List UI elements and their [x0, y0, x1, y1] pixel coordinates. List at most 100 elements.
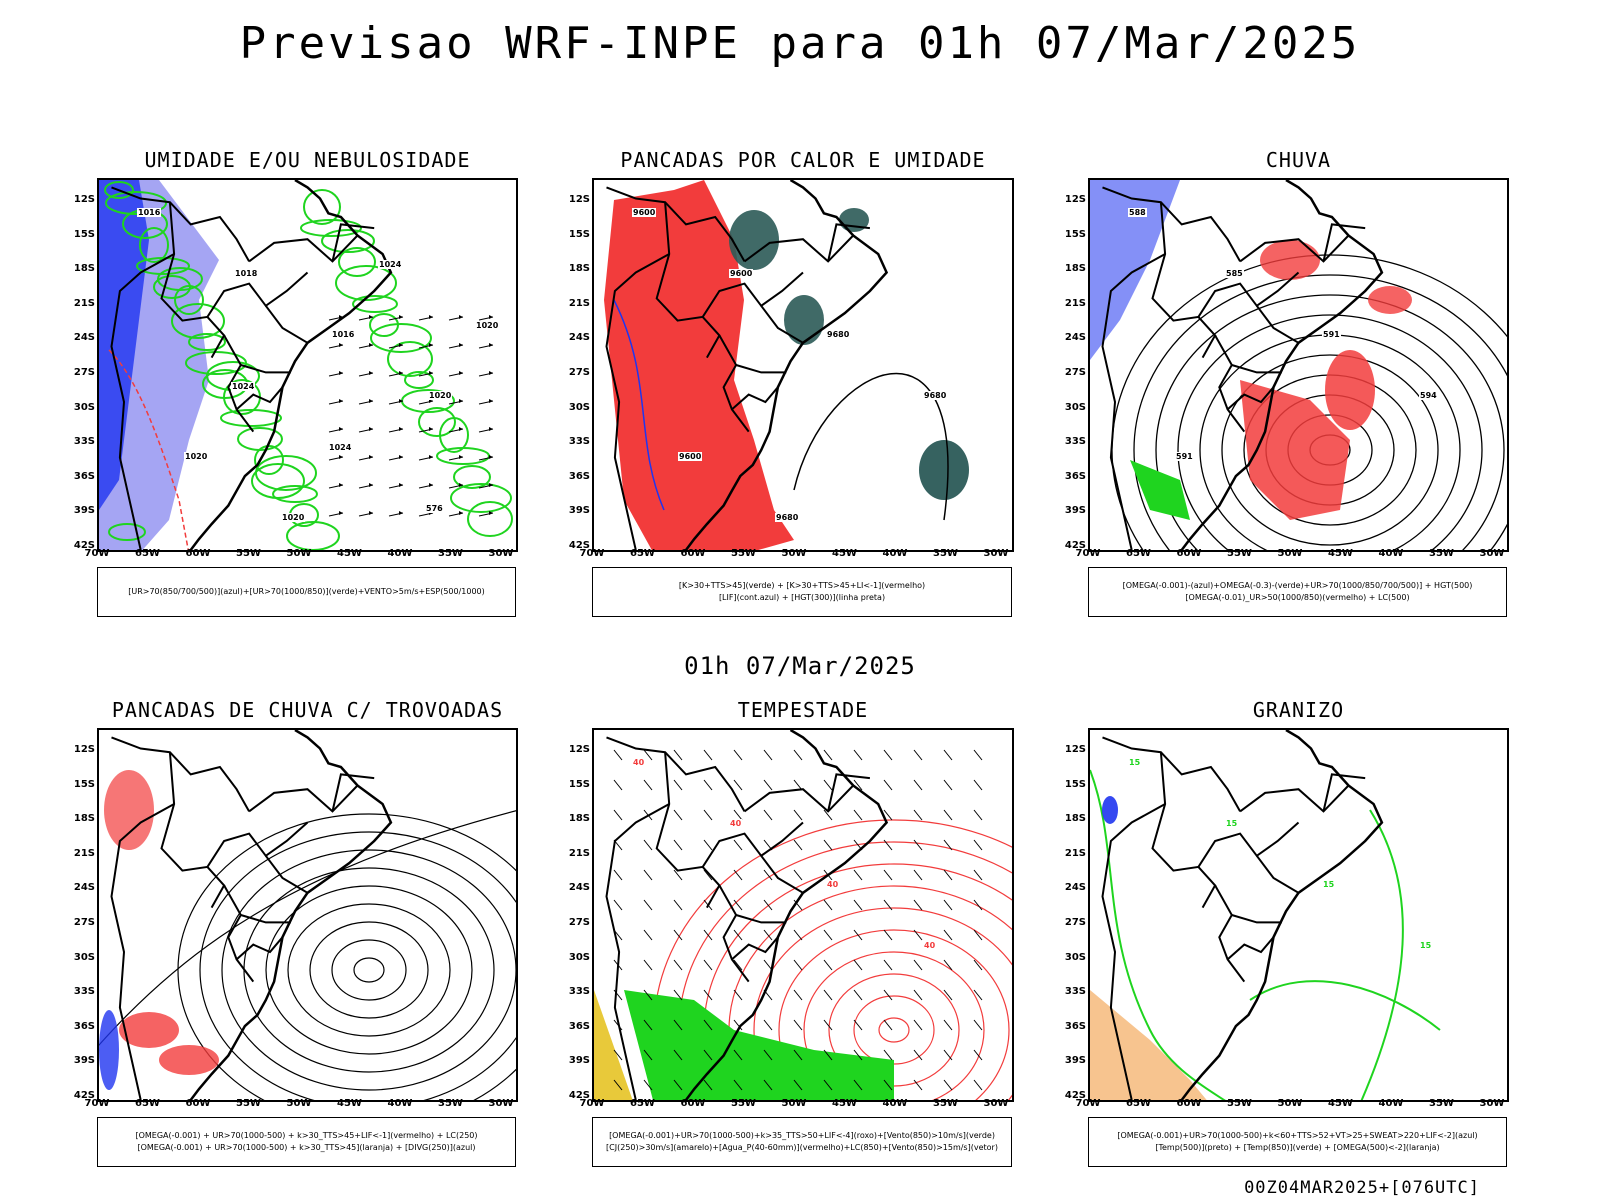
contour-label: 9680 [826, 330, 851, 339]
contour-label: 594 [1419, 391, 1438, 400]
legend-line: [LIF](cont.azul) + [HGT(300)](linha pret… [718, 593, 886, 602]
contour-label: 1020 [184, 452, 209, 461]
lat-tick-label: 27S [1064, 917, 1086, 928]
lon-tick-label: 40W [882, 548, 908, 559]
legend-line: [K>30+TTS>45](verde) + [K>30+TTS>45+LI<-… [678, 581, 926, 590]
contour-label: 15 [1419, 941, 1433, 950]
lat-tick-label: 27S [1064, 367, 1086, 378]
lat-tick-label: 18S [73, 813, 95, 825]
lat-tick-label: 27S [568, 367, 590, 378]
map-pancadas-de-chuva-c-trovoadas [97, 728, 518, 1102]
lat-tick-label: 30S [73, 401, 95, 413]
lon-tick-label: 70W [579, 548, 605, 559]
legend-line: [Temp(500)](preto) + [Temp(850)](verde) … [1155, 1143, 1440, 1152]
lon-tick-label: 55W [731, 548, 756, 559]
contour-label: 1020 [281, 513, 306, 522]
lon-tick-label: 60W [680, 1098, 706, 1109]
contour-label: 15 [1322, 880, 1336, 889]
lat-tick-label: 24S [1064, 332, 1086, 344]
lon-tick-label: 45W [832, 548, 857, 559]
contour-label: 9600 [632, 208, 657, 217]
lon-tick-label: 40W [882, 1098, 908, 1109]
legend-granizo: [OMEGA(-0.001)+UR>70(1000-500)+k<60+TTS>… [1088, 1117, 1507, 1167]
lat-tick-label: 27S [73, 917, 95, 928]
lat-tick-label: 12S [568, 194, 590, 205]
lon-tick-label: 55W [236, 548, 261, 559]
lon-tick-label: 65W [630, 548, 655, 559]
lon-tick-label: 40W [1378, 1098, 1404, 1109]
lat-tick-label: 30S [73, 951, 95, 963]
lon-tick-label: 50W [286, 548, 312, 559]
lat-tick-label: 27S [568, 917, 590, 928]
lat-tick-label: 12S [73, 194, 95, 205]
lon-tick-label: 70W [84, 1098, 110, 1109]
lon-tick-label: 60W [680, 548, 706, 559]
lat-tick-label: 21S [73, 847, 95, 859]
lon-tick-label: 45W [337, 548, 362, 559]
legend-pancadas-por-calor-e-umidade: [K>30+TTS>45](verde) + [K>30+TTS>45+LI<-… [592, 567, 1012, 617]
contour-label: 15 [1225, 819, 1239, 828]
map-tempestade [592, 728, 1014, 1102]
lat-tick-label: 42S [568, 1090, 590, 1101]
contour-label: 40 [729, 819, 743, 828]
page-title: Previsao WRF-INPE para 01h 07/Mar/2025 [239, 18, 1361, 69]
lat-tick-label: 21S [1064, 297, 1086, 309]
legend-line: [OMEGA(-0.001)-(azul)+OMEGA(-0.3)-(verde… [1122, 581, 1473, 590]
valid-time-label: 01h 07/Mar/2025 [684, 652, 916, 680]
lon-tick-label: 45W [1328, 548, 1353, 559]
lat-tick-label: 21S [568, 297, 590, 309]
lon-tick-label: 30W [488, 1098, 514, 1109]
lat-tick-label: 24S [568, 882, 590, 894]
panel-title-granizo: GRANIZO [1252, 698, 1345, 722]
lon-tick-label: 70W [1075, 1098, 1101, 1109]
lat-tick-label: 42S [1064, 1090, 1086, 1101]
lon-tick-label: 60W [185, 548, 211, 559]
contour-label: 585 [1225, 269, 1244, 278]
lat-tick-label: 42S [568, 540, 590, 551]
lat-tick-label: 33S [73, 986, 95, 998]
contour-label: 40 [923, 941, 937, 950]
contour-label: 1024 [378, 260, 403, 269]
legend-line: [CJ(250)>30m/s](amarelo)+[Agua_P(40-60mm… [606, 1143, 998, 1152]
lon-tick-label: 40W [387, 548, 413, 559]
lat-tick-label: 15S [568, 778, 590, 790]
lat-tick-label: 21S [1064, 847, 1086, 859]
lat-tick-label: 12S [73, 744, 95, 755]
lat-tick-label: 33S [568, 436, 590, 448]
lon-tick-label: 55W [236, 1098, 261, 1109]
lon-tick-label: 55W [731, 1098, 756, 1109]
lon-tick-label: 30W [983, 1098, 1009, 1109]
lon-tick-label: 65W [1126, 1098, 1151, 1109]
lat-tick-label: 18S [1064, 813, 1086, 825]
contour-label: 1016 [137, 208, 162, 217]
legend-line: [OMEGA(-0.001) + UR>70(1000-500) + k>30_… [135, 1131, 478, 1140]
lon-tick-label: 50W [781, 1098, 807, 1109]
map-umidade-e-ou-nebulosidade [97, 178, 518, 552]
lat-tick-label: 36S [568, 470, 590, 482]
contour-label: 588 [1128, 208, 1147, 217]
lat-tick-label: 30S [568, 951, 590, 963]
lat-tick-label: 36S [568, 1020, 590, 1032]
map-granizo [1088, 728, 1509, 1102]
contour-label: 1024 [328, 443, 353, 452]
lon-tick-label: 30W [1479, 1098, 1505, 1109]
legend-pancadas-de-chuva-c-trovoadas: [OMEGA(-0.001) + UR>70(1000-500) + k>30_… [97, 1117, 516, 1167]
panel-title-pancadas-de-chuva-c-trovoadas: PANCADAS DE CHUVA C/ TROVOADAS [111, 698, 504, 722]
lon-tick-label: 65W [1126, 548, 1151, 559]
lon-tick-label: 35W [933, 1098, 958, 1109]
lat-tick-label: 36S [1064, 470, 1086, 482]
lat-tick-label: 12S [1064, 744, 1086, 755]
lon-tick-label: 35W [438, 1098, 463, 1109]
lat-tick-label: 42S [1064, 540, 1086, 551]
lon-tick-label: 35W [1429, 548, 1454, 559]
lat-tick-label: 12S [568, 744, 590, 755]
lon-tick-label: 35W [1429, 1098, 1454, 1109]
lon-tick-label: 45W [1328, 1098, 1353, 1109]
lon-tick-label: 50W [1277, 1098, 1303, 1109]
lon-tick-label: 60W [1176, 548, 1202, 559]
lat-tick-label: 33S [568, 986, 590, 998]
lat-tick-label: 42S [73, 540, 95, 551]
lon-tick-label: 55W [1227, 548, 1252, 559]
lat-tick-label: 21S [568, 847, 590, 859]
panel-title-pancadas-por-calor-e-umidade: PANCADAS POR CALOR E UMIDADE [620, 148, 986, 172]
